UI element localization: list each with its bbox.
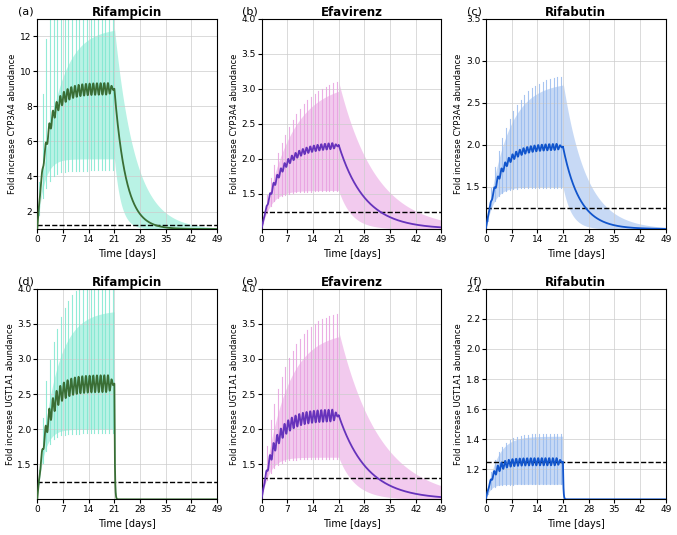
Y-axis label: Fold increase UGT1A1 abundance: Fold increase UGT1A1 abundance [5, 323, 15, 465]
Text: (d): (d) [18, 277, 34, 287]
Y-axis label: Fold increase CYP3A4 abundance: Fold increase CYP3A4 abundance [8, 54, 18, 194]
Text: (f): (f) [469, 277, 482, 287]
X-axis label: Time [days]: Time [days] [98, 249, 156, 259]
Title: Rifabutin: Rifabutin [545, 276, 607, 289]
Y-axis label: Fold increase CYP3A4 abundance: Fold increase CYP3A4 abundance [454, 54, 463, 194]
Text: (c): (c) [467, 6, 482, 17]
Text: (b): (b) [242, 6, 258, 17]
X-axis label: Time [days]: Time [days] [323, 519, 380, 530]
Y-axis label: Fold increase CYP3A4 abundance: Fold increase CYP3A4 abundance [230, 54, 239, 194]
Y-axis label: Fold increase UGT1A1 abundance: Fold increase UGT1A1 abundance [230, 323, 239, 465]
X-axis label: Time [days]: Time [days] [98, 519, 156, 530]
Title: Efavirenz: Efavirenz [320, 276, 383, 289]
Title: Efavirenz: Efavirenz [320, 5, 383, 19]
Title: Rifabutin: Rifabutin [545, 5, 607, 19]
Title: Rifampicin: Rifampicin [92, 5, 162, 19]
Text: (a): (a) [18, 6, 34, 17]
X-axis label: Time [days]: Time [days] [547, 249, 605, 259]
Y-axis label: Fold increase UGT1A1 abundance: Fold increase UGT1A1 abundance [454, 323, 463, 465]
X-axis label: Time [days]: Time [days] [323, 249, 380, 259]
Text: (e): (e) [242, 277, 258, 287]
X-axis label: Time [days]: Time [days] [547, 519, 605, 530]
Title: Rifampicin: Rifampicin [92, 276, 162, 289]
